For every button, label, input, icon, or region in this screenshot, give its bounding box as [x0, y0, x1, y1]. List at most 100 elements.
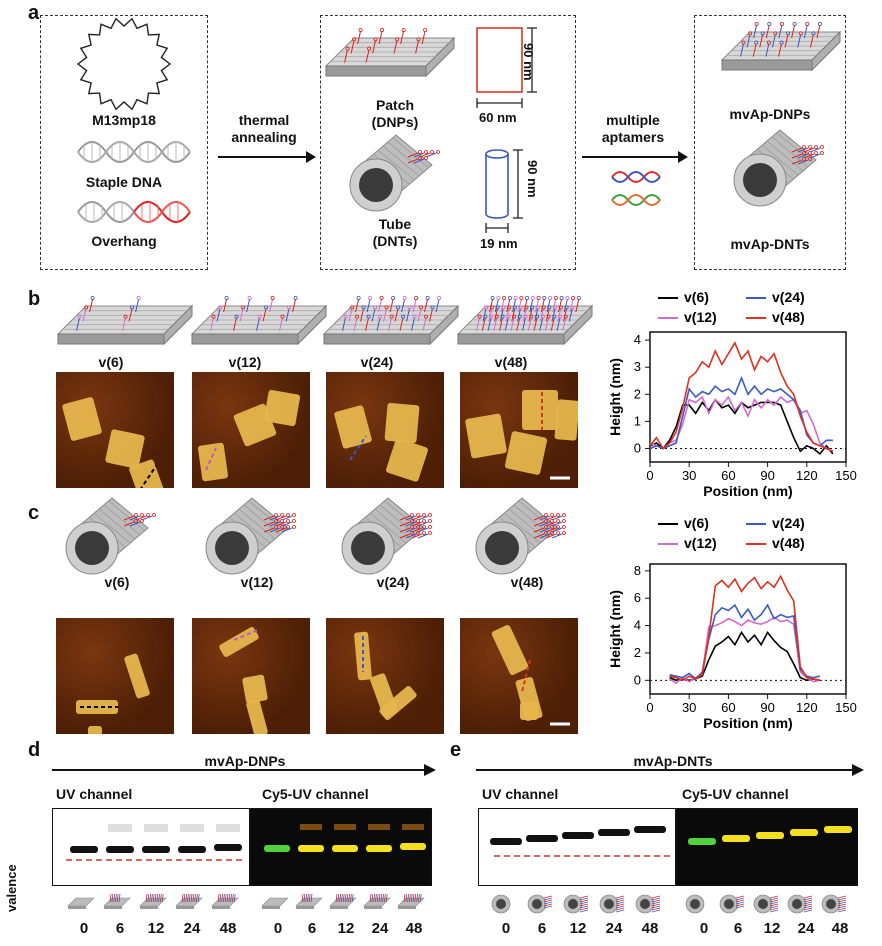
- profile-line: [140, 465, 157, 488]
- patch-label: Patch (DNPs): [371, 97, 419, 130]
- e-lane-label: 0: [501, 920, 511, 937]
- x-axis-label: Position (nm): [703, 483, 792, 499]
- x-tick-label: 150: [835, 700, 857, 715]
- origami-box: [320, 15, 576, 270]
- b-valence-label: v(12): [228, 354, 262, 370]
- lane-tube-icon: [787, 894, 813, 914]
- y-tick-label: 0: [634, 672, 641, 687]
- afm-particle: [88, 726, 102, 734]
- tube-label: Tube (DNTs): [372, 216, 418, 249]
- afm-particle: [129, 459, 165, 488]
- afm-particle: [465, 413, 507, 459]
- e-title: mvAp-DNTs: [633, 753, 713, 769]
- afm-overlay: [62, 397, 165, 488]
- lane-tube-icon: [685, 894, 705, 914]
- afm-b-v12: [192, 372, 310, 488]
- aptamer-arrow: [582, 151, 688, 163]
- c-valence-label: v(6): [104, 574, 130, 590]
- valence-label: valence: [4, 864, 19, 912]
- x-tick-label: 90: [760, 700, 774, 715]
- y-tick-label: 1: [634, 413, 641, 428]
- lane-tube-icon: [821, 894, 847, 914]
- d-uv-label: UV channel: [56, 786, 133, 802]
- patch-width-label: 60 nm: [479, 110, 517, 125]
- panel-label-a: a: [28, 2, 40, 24]
- e-lane-label: 12: [763, 920, 781, 937]
- legend-label: v(48): [772, 309, 805, 325]
- dnp-v12-illustration: [190, 295, 328, 346]
- afm-particle: [242, 674, 268, 704]
- legend-label: v(12): [684, 535, 717, 551]
- x-tick-label: 120: [796, 468, 818, 483]
- afm-particle: [386, 438, 428, 482]
- dnp-v24-illustration: [322, 295, 460, 346]
- e-lane-label: 24: [605, 920, 623, 937]
- e-lane-label: 12: [569, 920, 587, 937]
- legend-label: v(12): [684, 309, 717, 325]
- e-uv-gel: [478, 808, 676, 886]
- x-tick-label: 30: [682, 468, 696, 483]
- x-tick-label: 150: [835, 468, 857, 483]
- x-tick-label: 120: [796, 700, 818, 715]
- d-uv-gel: [52, 808, 250, 886]
- afm-overlay: [219, 627, 268, 734]
- e-lane-label: 6: [537, 920, 547, 937]
- b-valence-label: v(24): [360, 354, 394, 370]
- dnt-v24-illustration: [341, 497, 432, 575]
- afm-particle: [219, 627, 259, 657]
- lane-patch-icon: [363, 893, 391, 909]
- e-lane-label: 6: [733, 920, 743, 937]
- lane-tube-icon: [563, 894, 589, 914]
- legend-label: v(6): [684, 515, 709, 531]
- afm-particle: [520, 702, 538, 720]
- afm-particle: [354, 631, 372, 681]
- x-tick-label: 90: [760, 468, 774, 483]
- lane-tube-icon: [527, 894, 553, 914]
- c-valence-label: v(24): [376, 574, 410, 590]
- components-box: [40, 15, 208, 270]
- series-v(12)-line: [649, 395, 834, 452]
- afm-c-v24: [326, 618, 444, 734]
- overhang-label: Overhang: [91, 233, 157, 249]
- x-tick-label: 60: [721, 700, 735, 715]
- tube-width-label: 19 nm: [480, 236, 518, 251]
- afm-particle: [263, 389, 301, 427]
- e-uv-label: UV channel: [482, 786, 559, 802]
- d-lane-label: 12: [337, 920, 355, 937]
- x-axis-label: Position (nm): [703, 715, 792, 731]
- annealing-label: thermal annealing: [231, 112, 297, 145]
- dnp-v6-illustration: [56, 295, 194, 346]
- d-lane-label: 24: [371, 920, 389, 937]
- y-axis-label: Height (nm): [607, 590, 623, 668]
- afm-overlay: [334, 402, 428, 482]
- c-valence-label: v(12): [240, 574, 274, 590]
- y-tick-label: 0: [634, 440, 641, 455]
- lane-tube-icon: [635, 894, 661, 914]
- afm-particle: [124, 653, 150, 699]
- afm-particle: [334, 405, 372, 449]
- afm-particle: [105, 429, 145, 469]
- series-v(12)-line: [669, 616, 821, 685]
- y-tick-label: 6: [634, 590, 641, 605]
- afm-c-v48: [460, 618, 578, 734]
- d-lane-label: 6: [307, 920, 317, 937]
- series-v(6)-line: [669, 630, 821, 682]
- afm-overlay: [354, 631, 417, 720]
- series-v(48)-line: [649, 341, 834, 452]
- afm-particle: [246, 699, 268, 734]
- y-axis-label: Height (nm): [607, 358, 623, 436]
- c-valence-label: v(48): [510, 574, 544, 590]
- b-valence-label: v(6): [98, 354, 124, 370]
- annealing-arrow: [218, 151, 316, 163]
- legend-label: v(6): [684, 289, 709, 305]
- tube-height-label: 90 nm: [525, 160, 540, 198]
- dnt-v12-illustration: [205, 497, 296, 575]
- patch-height-label: 90 nm: [521, 43, 536, 81]
- y-tick-label: 8: [634, 563, 641, 578]
- afm-overlay: [76, 653, 150, 734]
- afm-particle: [554, 399, 578, 441]
- d-arrowhead: [424, 764, 436, 776]
- afm-particle: [379, 686, 417, 720]
- afm-particle: [491, 625, 529, 675]
- e-lane-label: 24: [797, 920, 815, 937]
